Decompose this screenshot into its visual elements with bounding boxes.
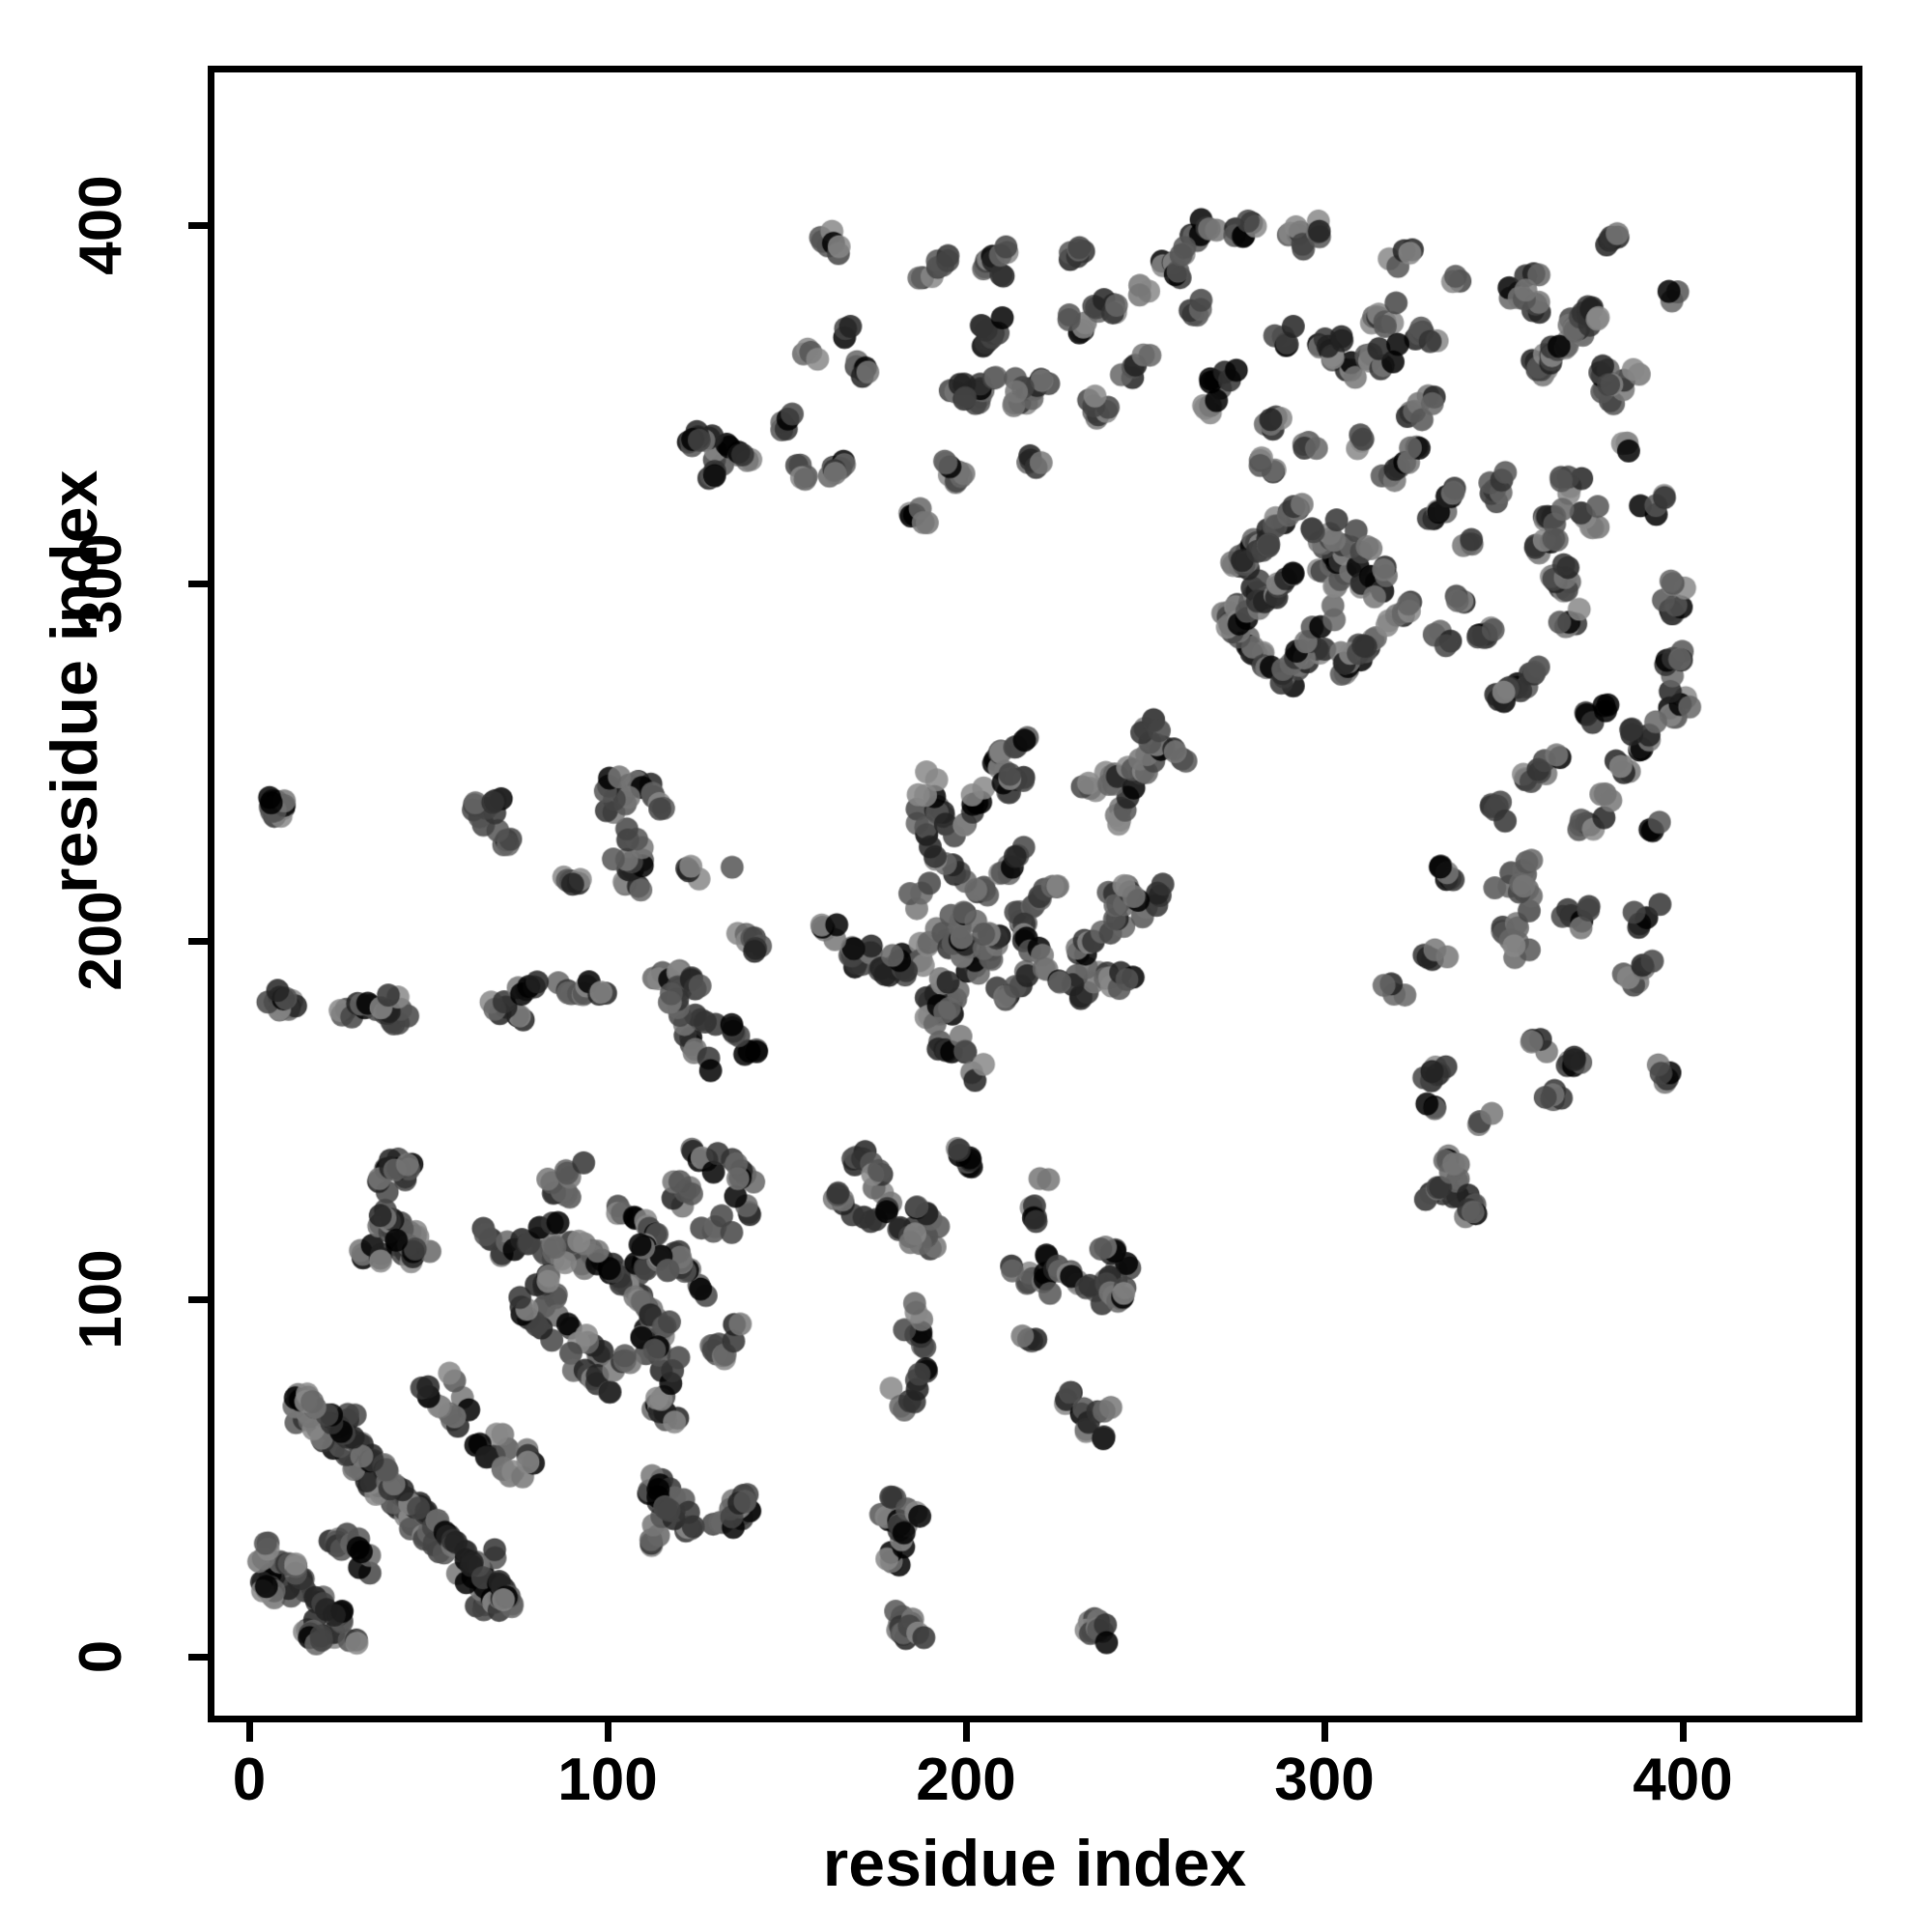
y-tick-mark xyxy=(188,1295,208,1303)
y-tick-label: 100 xyxy=(68,1248,134,1350)
y-tick-mark xyxy=(188,938,208,945)
scatter-points-layer xyxy=(214,72,1856,1716)
x-tick-label: 300 xyxy=(1274,1747,1375,1813)
y-tick-mark xyxy=(188,580,208,587)
x-tick-label: 400 xyxy=(1633,1747,1733,1813)
y-axis-title: residue index xyxy=(38,469,111,894)
y-tick-mark xyxy=(188,1654,208,1661)
y-tick-label: 200 xyxy=(68,891,134,991)
x-tick-mark xyxy=(246,1722,253,1742)
x-tick-label: 100 xyxy=(557,1747,658,1813)
x-tick-mark xyxy=(1680,1722,1687,1742)
x-tick-mark xyxy=(1321,1722,1328,1742)
x-tick-mark xyxy=(605,1722,611,1742)
x-tick-mark xyxy=(963,1722,970,1742)
y-tick-label: 0 xyxy=(68,1639,134,1674)
y-tick-mark xyxy=(188,222,208,229)
x-tick-label: 0 xyxy=(232,1747,267,1813)
x-axis-title: residue index xyxy=(822,1827,1247,1900)
x-tick-label: 200 xyxy=(916,1747,1016,1813)
plot-area xyxy=(208,66,1862,1722)
y-tick-label: 400 xyxy=(68,175,134,275)
